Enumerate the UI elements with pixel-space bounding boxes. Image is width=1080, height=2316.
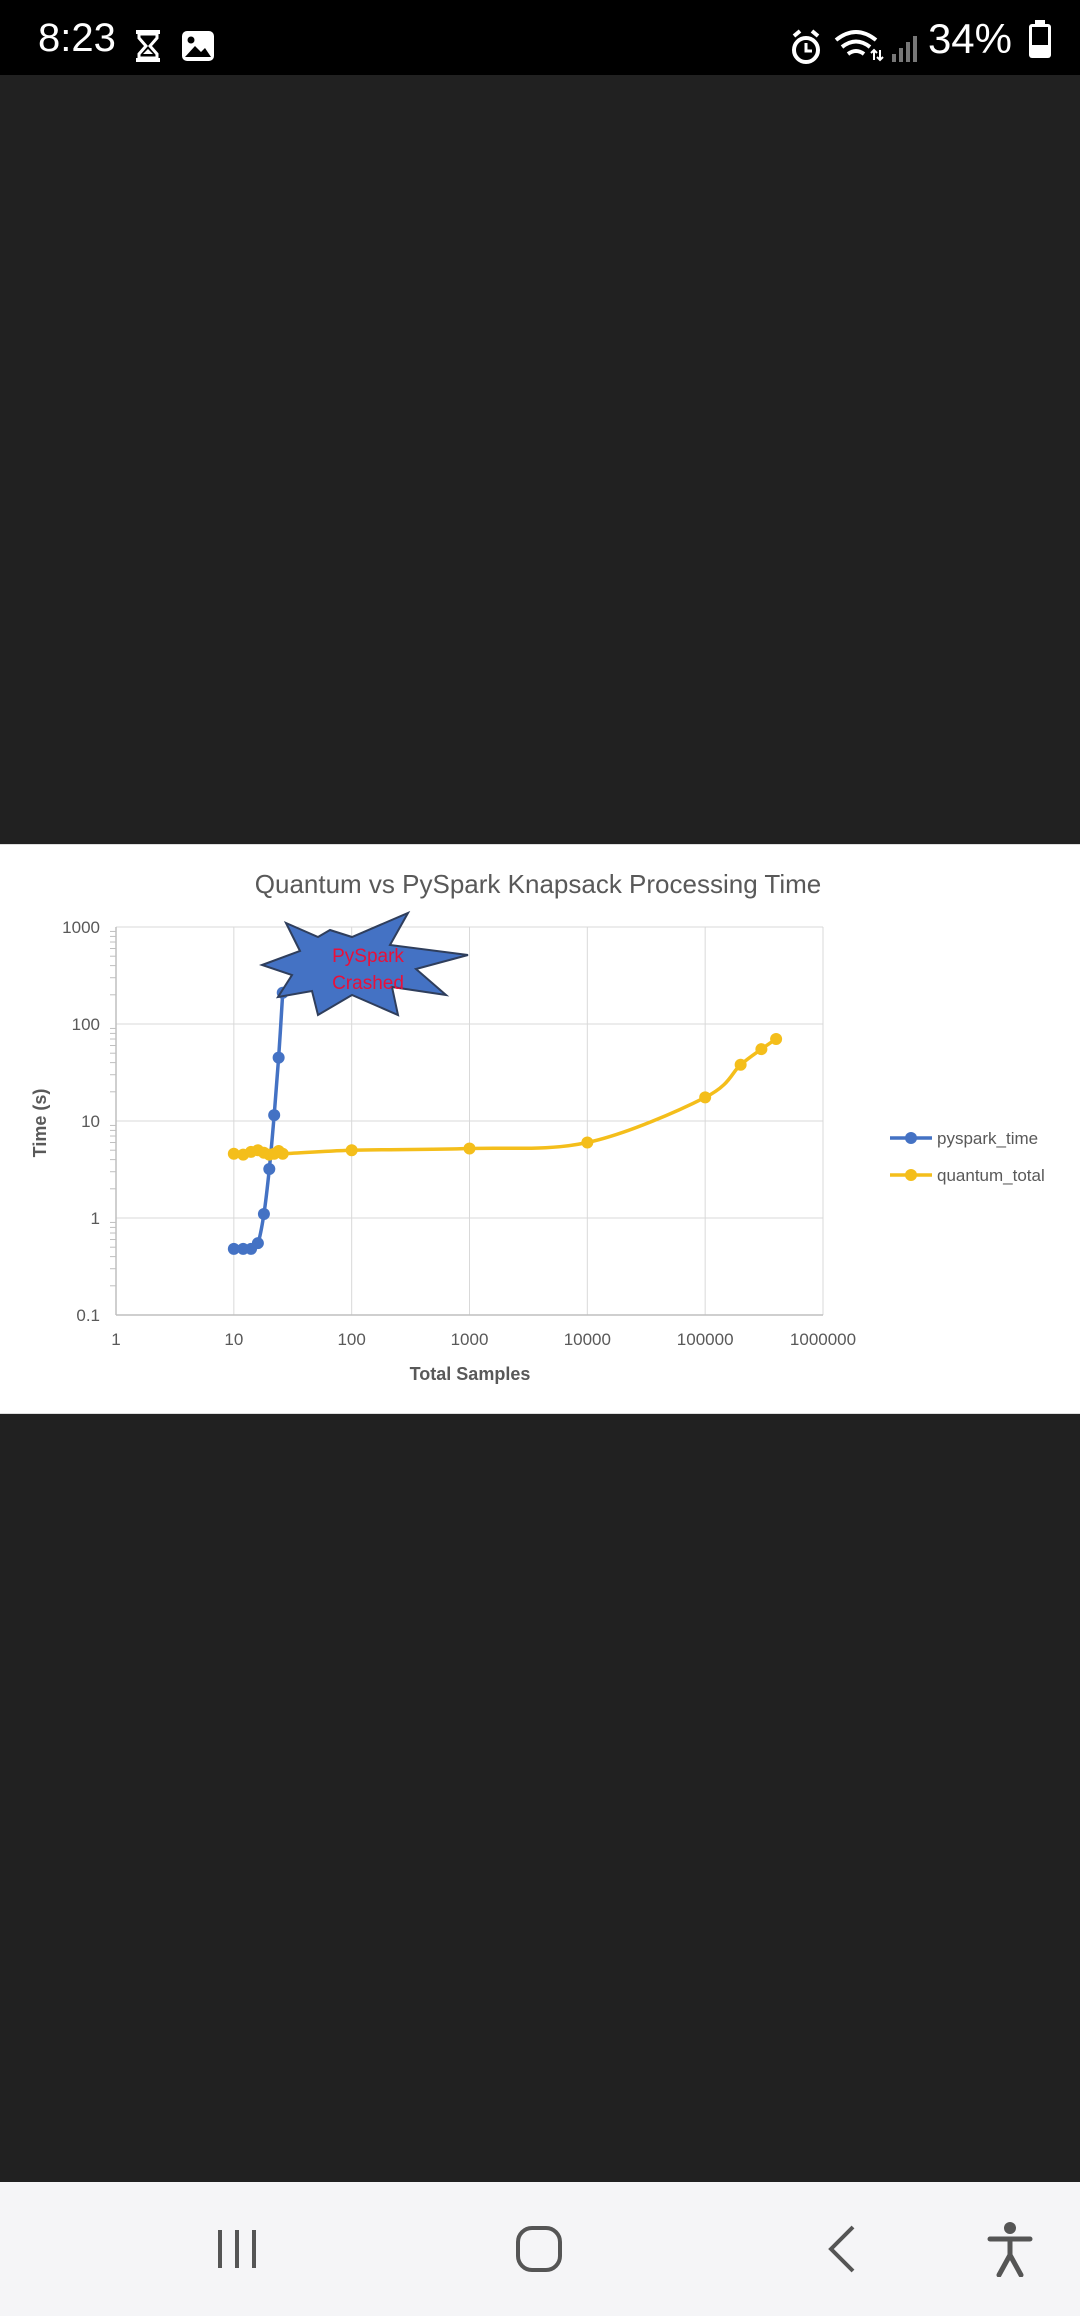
line-chart: Quantum vs PySpark Knapsack Processing T… [30, 869, 1045, 1384]
data-point-quantum_total [581, 1136, 594, 1149]
x-axis-ticks: 1 10 100 1000 10000 100000 1000000 [111, 1330, 856, 1349]
annotation-line-2: Crashed [332, 973, 404, 994]
home-icon [516, 2226, 562, 2272]
battery-icon [1029, 20, 1051, 58]
hourglass-icon [136, 30, 160, 62]
x-tick-label: 1 [111, 1330, 120, 1349]
image-icon [182, 31, 214, 61]
data-point-quantum_total [699, 1091, 712, 1104]
status-time: 8:23 [38, 16, 116, 60]
explosion-shape [258, 910, 469, 1017]
series-quantum_total [227, 1033, 783, 1161]
navigation-bar [0, 2182, 1080, 2316]
data-point-pyspark_time [227, 1242, 240, 1255]
accessibility-button[interactable] [950, 2182, 1070, 2316]
y-tick-label: 0.1 [76, 1306, 100, 1325]
chart-axes [110, 927, 823, 1316]
status-bar: 8:23 [0, 0, 1080, 75]
signal-icon [892, 36, 917, 62]
data-point-pyspark_time [268, 1109, 281, 1122]
legend-label: pyspark_time [937, 1129, 1038, 1148]
legend-label: quantum_total [937, 1166, 1045, 1185]
chart-legend: pyspark_time quantum_total [890, 1129, 1045, 1185]
y-axis-label: Time (s) [30, 1089, 50, 1158]
y-tick-label: 1000 [62, 918, 100, 937]
chart-series [227, 986, 783, 1255]
x-tick-label: 1000000 [790, 1330, 856, 1349]
legend-swatch-marker [905, 1169, 917, 1181]
data-point-quantum_total [227, 1147, 240, 1160]
legend-item-quantum_total: quantum_total [890, 1166, 1045, 1185]
home-button[interactable] [479, 2182, 599, 2316]
recent-apps-button[interactable] [177, 2182, 297, 2316]
legend-item-pyspark_time: pyspark_time [890, 1129, 1038, 1148]
y-tick-label: 10 [81, 1112, 100, 1131]
annotation-line-1: PySpark [332, 946, 404, 967]
x-tick-label: 1000 [451, 1330, 489, 1349]
wifi-icon [834, 30, 884, 62]
x-tick-label: 10 [224, 1330, 243, 1349]
alarm-icon [792, 29, 820, 64]
data-point-quantum_total [734, 1058, 747, 1071]
accessibility-icon [987, 2222, 1033, 2277]
y-tick-label: 100 [72, 1015, 100, 1034]
chart-grid [116, 926, 824, 1315]
pyspark-crashed-annotation: PySpark Crashed [258, 910, 469, 1017]
x-axis-label: Total Samples [410, 1364, 531, 1384]
back-icon [828, 2225, 855, 2273]
y-tick-label: 1 [91, 1209, 100, 1228]
data-point-quantum_total [463, 1142, 476, 1155]
data-point-quantum_total [770, 1033, 783, 1046]
x-tick-label: 100000 [677, 1330, 734, 1349]
recent-apps-icon [218, 2230, 256, 2268]
chart-panel: Quantum vs PySpark Knapsack Processing T… [0, 844, 1080, 1414]
back-button[interactable] [783, 2182, 903, 2316]
data-point-pyspark_time [257, 1207, 270, 1220]
chart-title: Quantum vs PySpark Knapsack Processing T… [255, 869, 821, 899]
data-point-pyspark_time [251, 1237, 264, 1250]
legend-swatch-marker [905, 1132, 917, 1144]
data-point-quantum_total [276, 1147, 289, 1160]
series-line-quantum_total [233, 1037, 778, 1157]
y-axis-ticks: 0.1 1 10 100 1000 [62, 918, 100, 1325]
status-left-icons [134, 30, 224, 69]
x-tick-label: 10000 [564, 1330, 611, 1349]
x-tick-label: 100 [337, 1330, 365, 1349]
data-point-pyspark_time [263, 1163, 276, 1176]
battery-percent: 34% [927, 15, 1012, 62]
data-point-quantum_total [345, 1144, 358, 1157]
data-point-pyspark_time [272, 1051, 285, 1064]
data-point-quantum_total [755, 1043, 768, 1056]
